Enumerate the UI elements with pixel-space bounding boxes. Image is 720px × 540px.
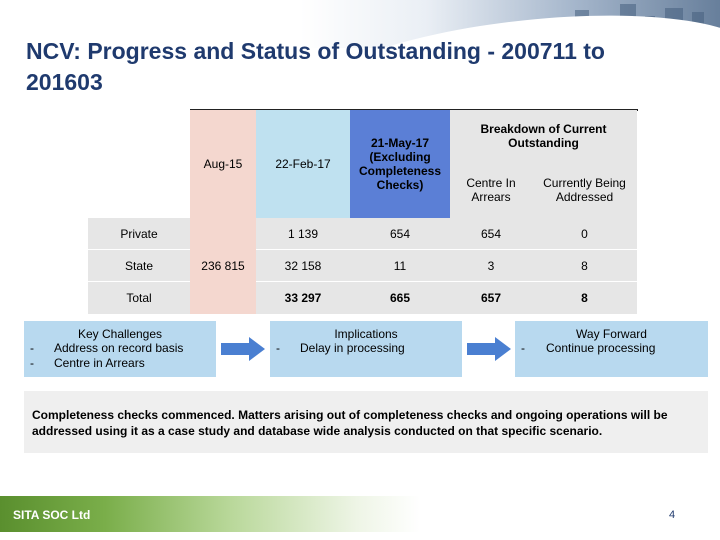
cell-state-addressed: 8 xyxy=(581,259,588,273)
header-breakdown: Breakdown of Current Outstanding xyxy=(450,110,637,162)
table-row xyxy=(88,218,637,250)
way-forward-title: Way Forward xyxy=(576,327,647,341)
header-feb17: 22-Feb-17 xyxy=(256,110,350,218)
cell-total-may17: 665 xyxy=(389,291,411,305)
row-label-state: State xyxy=(124,259,154,273)
cell-private-addressed: 0 xyxy=(581,227,588,241)
cell-state-may17: 11 xyxy=(393,259,407,273)
footer-company: SITA SOC Ltd xyxy=(13,508,91,522)
cell-state-feb17: 32 158 xyxy=(284,259,322,273)
cell-total-feb17: 33 297 xyxy=(284,291,322,305)
key-challenges-box: Key Challenges - Address on record basis… xyxy=(24,321,216,377)
cell-private-feb17: 1 139 xyxy=(287,227,319,241)
arrow-right-icon xyxy=(467,337,511,361)
completeness-note: Completeness checks commenced. Matters a… xyxy=(24,391,708,453)
way-forward-box: Way Forward - Continue processing xyxy=(515,321,708,377)
cell-state-arrears: 3 xyxy=(487,259,495,273)
cell-private-arrears: 654 xyxy=(480,227,502,241)
row-separator xyxy=(88,249,637,250)
bullet-dash: - xyxy=(30,341,34,355)
cell-private-may17: 654 xyxy=(389,227,411,241)
page-title: NCV: Progress and Status of Outstanding … xyxy=(26,38,605,95)
table-row xyxy=(88,250,637,282)
header-currently-addressed: Currently Being Addressed xyxy=(532,162,637,218)
header-aug15: Aug-15 xyxy=(190,110,256,218)
bullet-dash: - xyxy=(276,341,280,355)
bullet-dash: - xyxy=(30,356,34,370)
implications-box: Implications - Delay in processing xyxy=(270,321,462,377)
aug15-value: 236 815 xyxy=(190,218,256,314)
page-number: 4 xyxy=(669,509,676,521)
footer-bar xyxy=(0,496,420,532)
header-may17: 21-May-17 (Excluding Completeness Checks… xyxy=(350,110,450,218)
arrow-right-icon xyxy=(221,337,265,361)
header-skyline-image xyxy=(300,0,720,48)
key-challenge-item: Centre in Arrears xyxy=(54,356,145,370)
row-separator xyxy=(88,281,637,282)
key-challenge-item: Address on record basis xyxy=(54,341,184,355)
cell-total-arrears: 657 xyxy=(480,291,502,305)
table-row xyxy=(88,282,637,314)
bullet-dash: - xyxy=(521,341,525,355)
cell-total-addressed: 8 xyxy=(581,291,588,305)
header-centre-in-arrears: Centre In Arrears xyxy=(450,162,532,218)
implications-title: Implications xyxy=(334,327,398,341)
way-forward-item: Continue processing xyxy=(546,341,656,355)
row-label-total: Total xyxy=(126,291,152,305)
row-label-private: Private xyxy=(120,227,158,241)
implication-item: Delay in processing xyxy=(300,341,405,355)
key-challenges-title: Key Challenges xyxy=(77,327,163,341)
